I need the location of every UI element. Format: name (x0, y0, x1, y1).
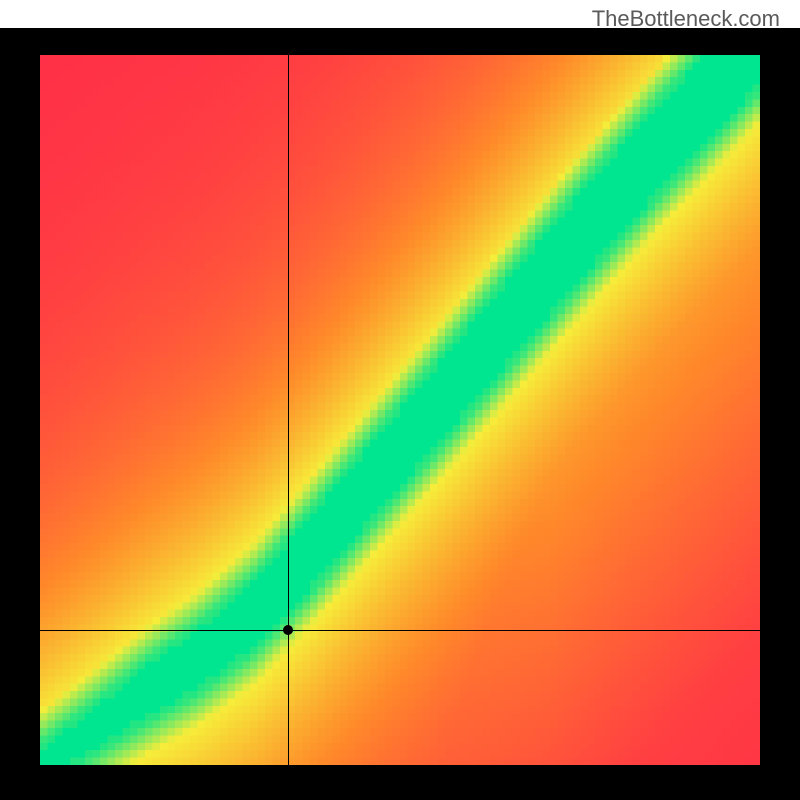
crosshair-horizontal (40, 630, 760, 631)
watermark-text: TheBottleneck.com (592, 6, 780, 32)
selection-marker (283, 625, 293, 635)
crosshair-vertical (288, 55, 289, 765)
bottleneck-heatmap (40, 55, 760, 765)
